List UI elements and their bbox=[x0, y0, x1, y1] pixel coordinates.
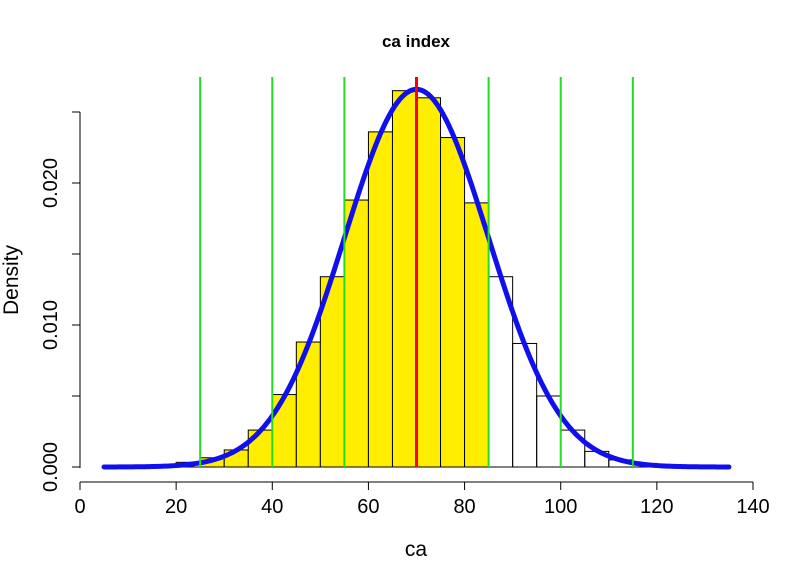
histogram-bar bbox=[464, 202, 490, 468]
x-tick-label: 120 bbox=[640, 496, 673, 518]
x-tick-label: 140 bbox=[736, 496, 769, 518]
histogram-bars bbox=[103, 90, 730, 468]
histogram-bar bbox=[271, 394, 297, 468]
histogram-bar bbox=[560, 429, 586, 468]
histogram-bar bbox=[367, 131, 393, 468]
x-tick-label: 20 bbox=[165, 496, 187, 518]
x-axis: 0 20 40 60 80 100 120 140 bbox=[74, 481, 770, 518]
x-tick-label: 80 bbox=[453, 496, 475, 518]
reference-lines bbox=[199, 77, 634, 467]
histogram-bar bbox=[247, 429, 273, 468]
y-tick-label: 0.010 bbox=[40, 300, 62, 350]
y-tick-label: 0.020 bbox=[40, 158, 62, 208]
x-axis-label: ca bbox=[405, 538, 428, 561]
histogram-bar bbox=[440, 137, 466, 468]
histogram-bar bbox=[319, 276, 345, 468]
x-tick-label: 100 bbox=[544, 496, 577, 518]
chart-title: ca index bbox=[382, 32, 451, 51]
y-axis-label: Density bbox=[0, 244, 23, 315]
histogram-bar bbox=[343, 199, 369, 468]
x-tick-label: 40 bbox=[261, 496, 283, 518]
x-tick-label: 60 bbox=[357, 496, 379, 518]
y-tick-label: 0.000 bbox=[40, 442, 62, 492]
histogram-bar bbox=[416, 97, 442, 468]
y-axis: 0.000 0.010 0.020 bbox=[40, 111, 81, 492]
histogram-bar bbox=[391, 90, 418, 468]
x-tick-label: 0 bbox=[74, 496, 85, 518]
